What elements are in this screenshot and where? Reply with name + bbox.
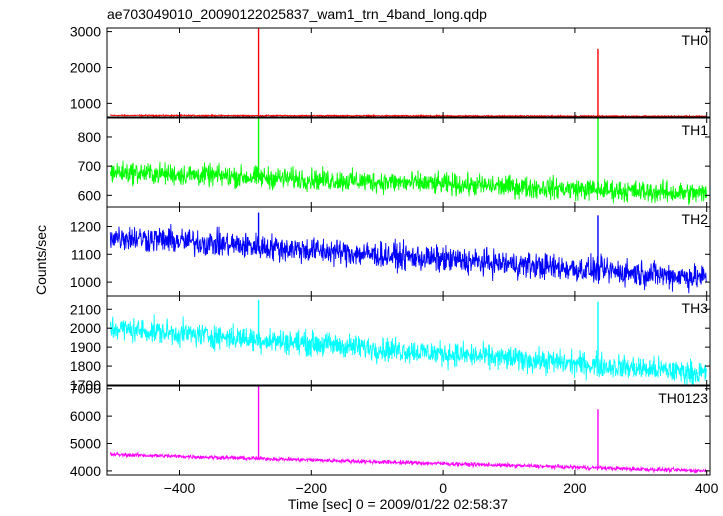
series-line-th0123: [109, 451, 707, 474]
y-tick-label: 1700: [70, 377, 101, 393]
y-tick-label: 700: [78, 158, 102, 174]
panel-frame: [106, 295, 711, 386]
panel-th0: 1000 2000 3000 TH0: [70, 24, 711, 118]
panel-label-th1: TH1: [682, 122, 709, 138]
panel-label-th0: TH0: [682, 32, 709, 48]
y-tick-label: 1800: [70, 358, 101, 374]
panel-label-th0123: TH0123: [658, 390, 708, 406]
series-line-th3: [109, 314, 707, 385]
panels-group: 1000 2000 3000 TH0 600 700 800 TH1 1000 1100 1200 T…: [70, 24, 711, 479]
series-line-th0: [109, 113, 707, 117]
y-tick-label: 1200: [70, 218, 101, 234]
panel-th1: 600 700 800 TH1: [78, 117, 711, 208]
panel-label-th3: TH3: [682, 300, 709, 316]
x-tick-label: 200: [563, 480, 587, 496]
y-tick-label: 4000: [70, 463, 101, 479]
series-line-th1: [109, 160, 707, 206]
panel-th0123: 4000 5000 6000 7000 TH0123: [70, 381, 711, 479]
panel-label-th2: TH2: [682, 211, 709, 227]
y-tick-label: 1000: [70, 274, 101, 290]
y-tick-label: 2000: [70, 320, 101, 336]
y-tick-label: 1900: [70, 339, 101, 355]
y-tick-label: 600: [78, 187, 102, 203]
y-tick-label: 3000: [70, 24, 101, 40]
panel-frame: [106, 385, 711, 476]
x-tick-label: −200: [296, 480, 328, 496]
y-tick-label: 5000: [70, 436, 101, 452]
y-tick-label: 1100: [71, 246, 101, 262]
x-axis-tick-labels: −400 −200 0 200 400: [164, 480, 719, 496]
y-tick-label: 800: [78, 129, 102, 145]
y-axis-label: Counts/sec: [33, 225, 49, 295]
y-tick-label: 1000: [70, 95, 101, 111]
panel-th3: 1700 1800 1900 2000 2100 TH3: [70, 295, 711, 393]
x-tick-label: 0: [439, 480, 447, 496]
series-line-th2: [109, 223, 707, 294]
x-tick-label: −400: [164, 480, 196, 496]
panel-th2: 1000 1100 1200 TH2: [70, 206, 711, 297]
y-tick-label: 2000: [70, 59, 101, 75]
x-axis-label: Time [sec] 0 = 2009/01/22 02:58:37: [288, 496, 508, 512]
y-tick-label: 6000: [70, 408, 101, 424]
chart-title: ae703049010_20090122025837_wam1_trn_4ban…: [107, 6, 487, 22]
panel-frame: [106, 27, 711, 118]
y-tick-label: 7000: [70, 381, 101, 397]
y-tick-label: 2100: [70, 301, 101, 317]
x-tick-label: 400: [695, 480, 719, 496]
